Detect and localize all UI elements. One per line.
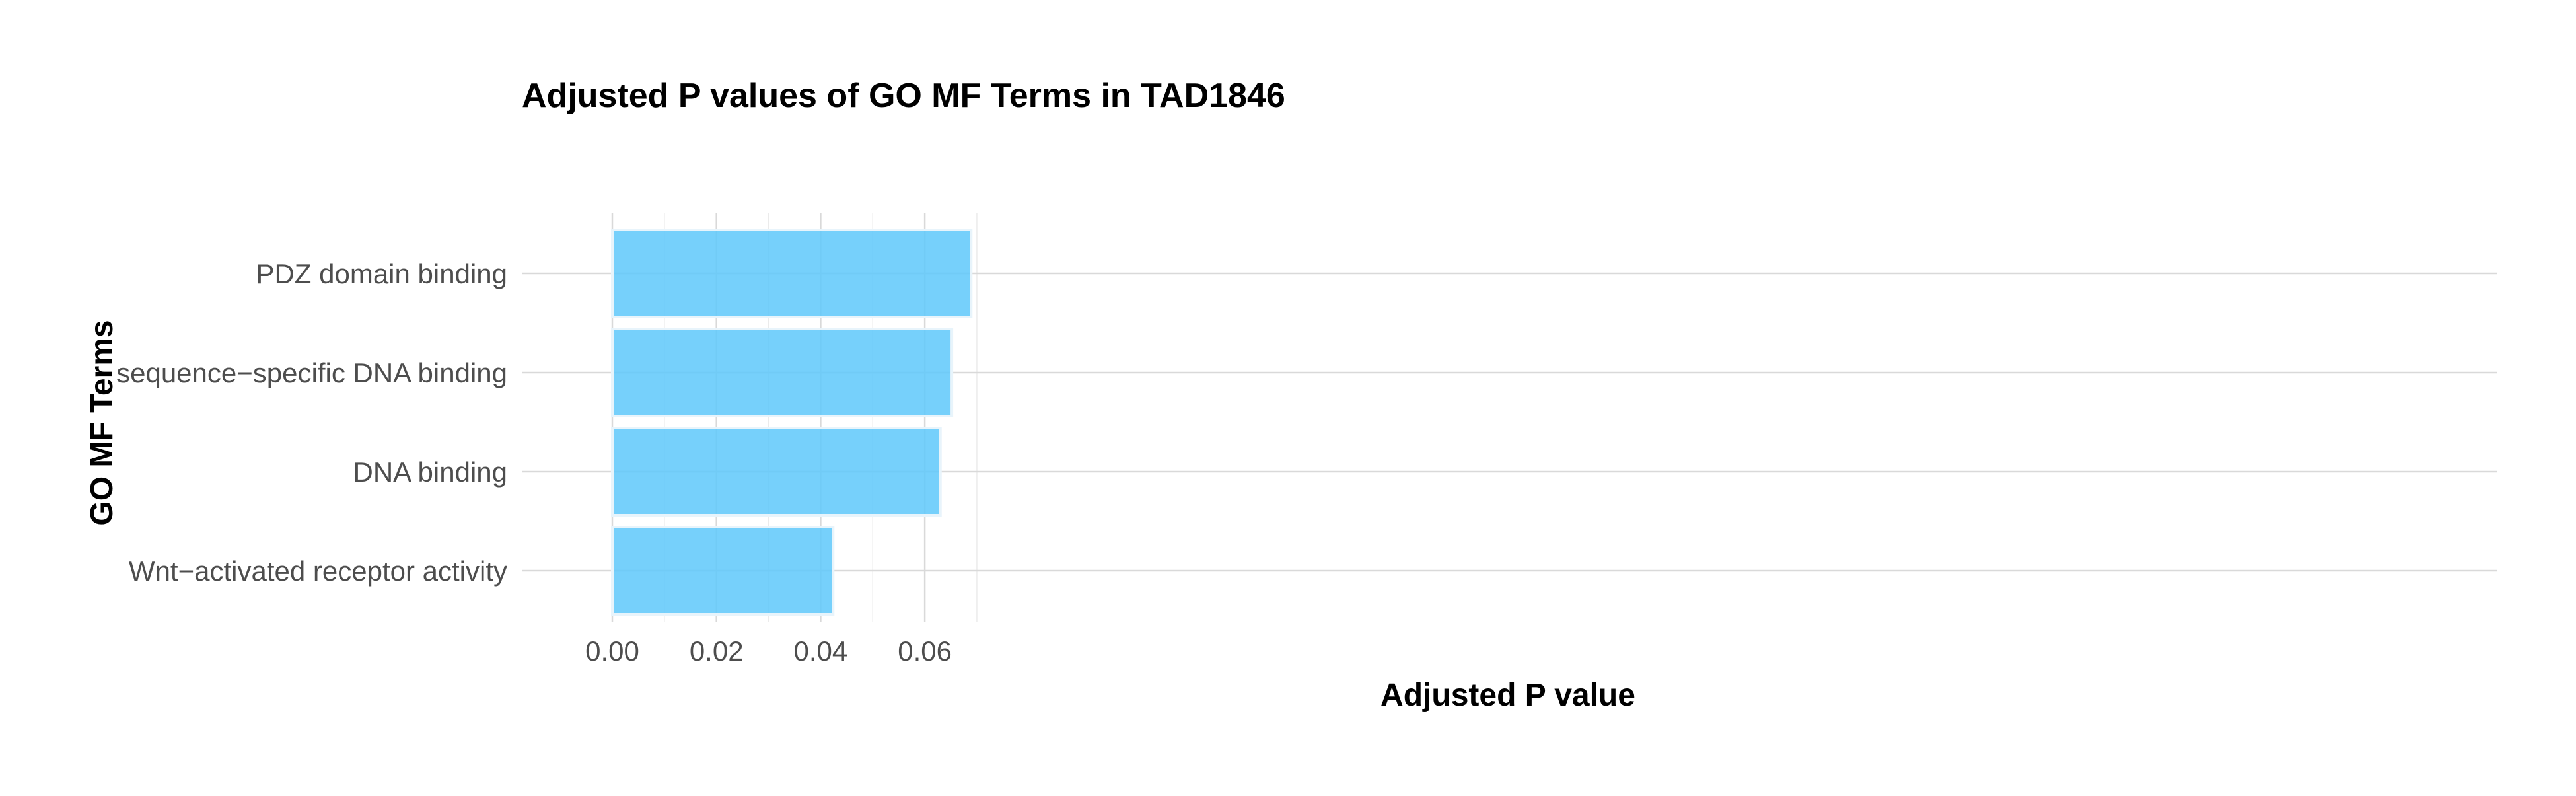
bar xyxy=(611,526,835,616)
chart-title: Adjusted P values of GO MF Terms in TAD1… xyxy=(522,77,1285,115)
y-tick-label: DNA binding xyxy=(353,456,507,488)
y-tick-label: PDZ domain binding xyxy=(256,258,507,289)
y-axis-title: GO MF Terms xyxy=(85,320,120,525)
x-axis-title: Adjusted P value xyxy=(1380,678,1635,713)
x-tick-label: 0.00 xyxy=(585,635,639,667)
x-tick-label: 0.02 xyxy=(690,635,744,667)
bars xyxy=(611,229,973,616)
x-tick-label: 0.04 xyxy=(794,635,848,667)
y-tick-label: sequence−specific DNA binding xyxy=(116,357,507,388)
y-tick-label: Wnt−activated receptor activity xyxy=(129,556,507,587)
bar xyxy=(611,427,942,517)
bar xyxy=(611,328,954,417)
bar xyxy=(611,229,973,318)
x-tick-labels: 0.00 0.02 0.04 0.06 xyxy=(585,635,952,667)
x-tick-label: 0.06 xyxy=(898,635,952,667)
y-tick-labels: PDZ domain binding sequence−specific DNA … xyxy=(116,258,507,587)
